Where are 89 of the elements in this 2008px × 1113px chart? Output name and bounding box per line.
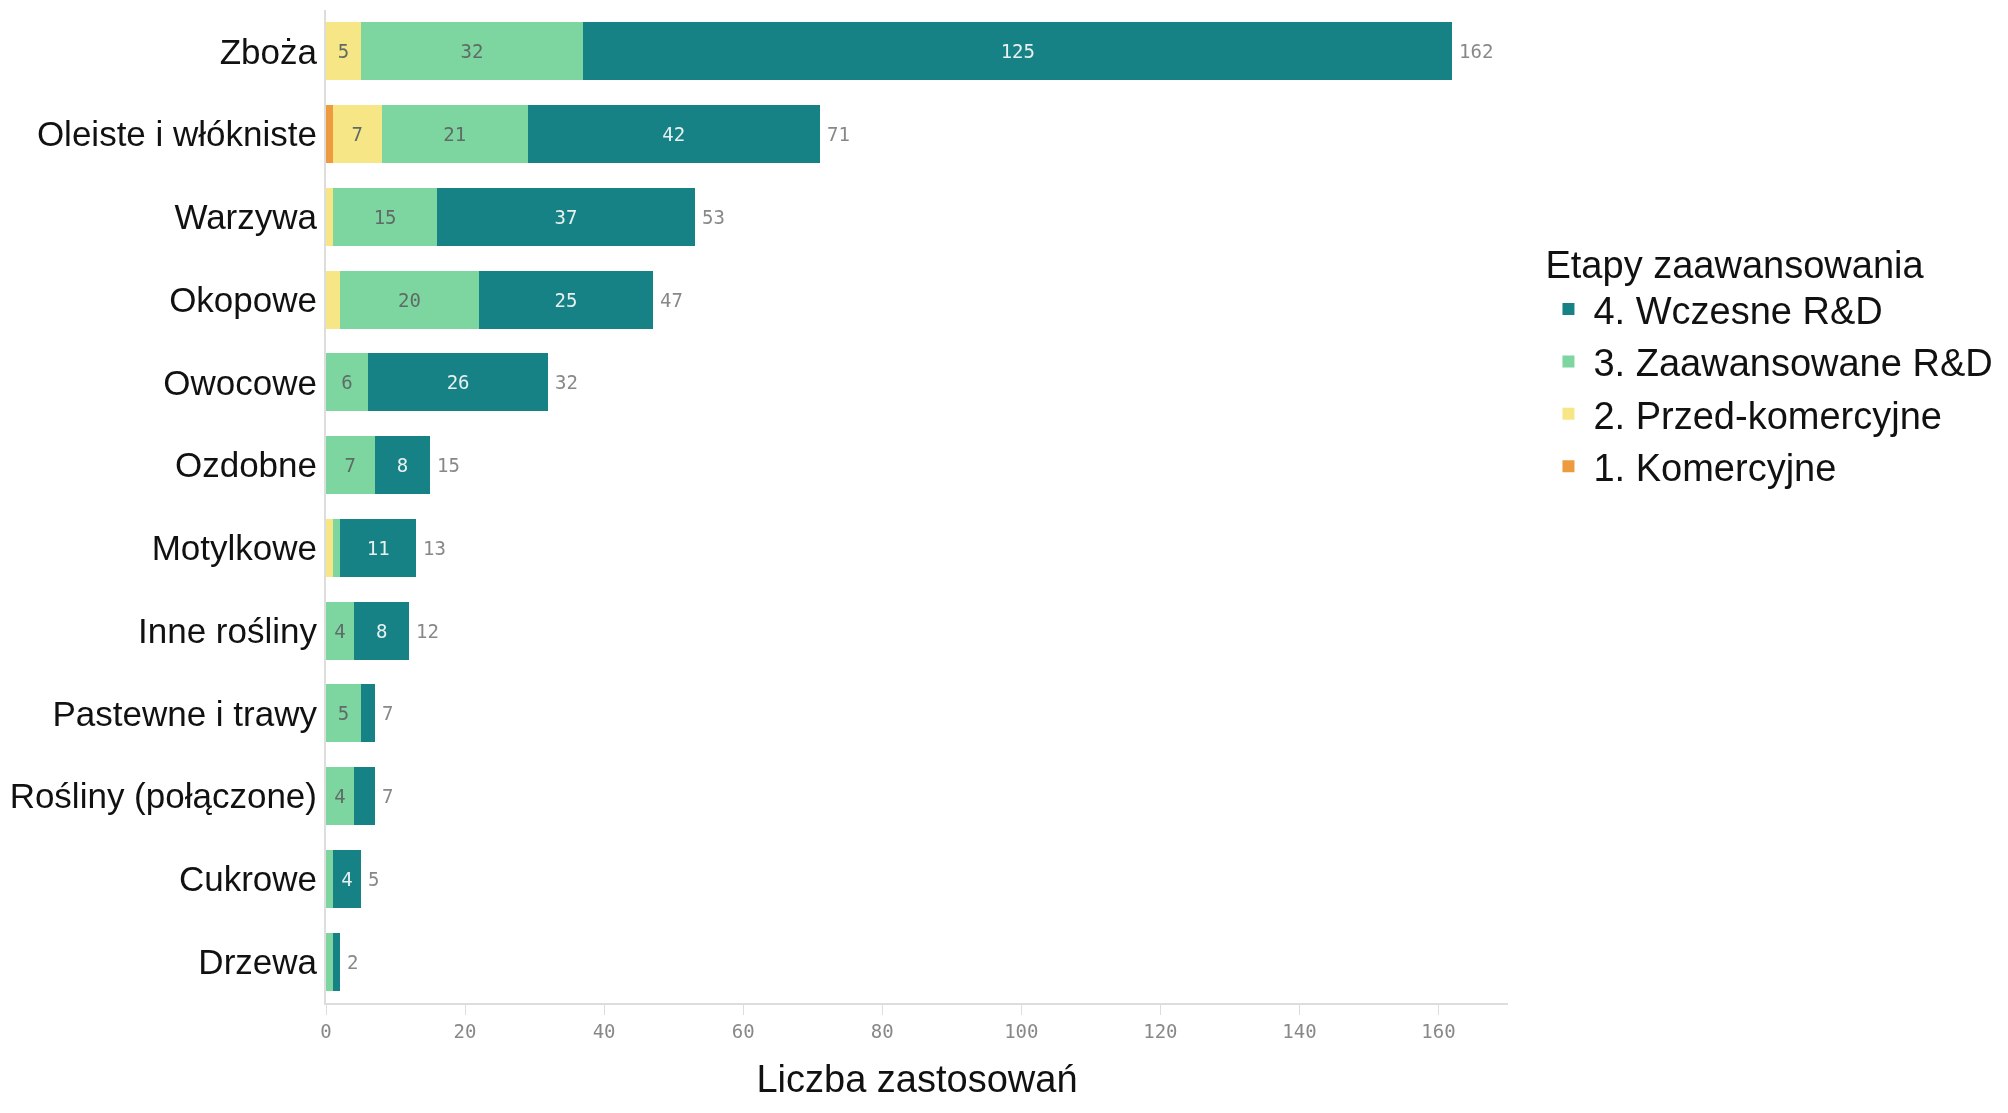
bar xyxy=(326,270,340,329)
data-label: 37 xyxy=(554,205,578,228)
bar xyxy=(326,353,368,412)
bar xyxy=(367,353,549,412)
bar xyxy=(326,849,333,908)
x-tick-label: 20 xyxy=(453,1019,477,1042)
x-tick-label: 0 xyxy=(320,1019,332,1042)
total-label: 47 xyxy=(660,289,683,311)
data-label: 4 xyxy=(334,785,346,808)
bar xyxy=(326,684,361,743)
bar xyxy=(332,849,361,908)
x-tick-label: 100 xyxy=(1004,1019,1039,1042)
bar xyxy=(583,22,1453,81)
y-tick-label: Owocowe xyxy=(163,362,317,402)
bar xyxy=(527,105,820,164)
x-tick-label: 160 xyxy=(1421,1019,1456,1042)
bar xyxy=(353,601,410,660)
bar xyxy=(339,270,479,329)
data-label: 5 xyxy=(337,40,350,63)
y-tick-label: Oleiste i włókniste xyxy=(36,114,317,154)
x-tick-label: 80 xyxy=(870,1019,894,1042)
bar xyxy=(353,767,375,826)
total-label: 32 xyxy=(555,371,578,393)
data-label: 7 xyxy=(351,123,364,146)
x-tick-label: 120 xyxy=(1143,1019,1178,1042)
legend-title: Etapy zaawansowania xyxy=(1545,243,1925,286)
bar xyxy=(360,684,375,743)
data-label: 125 xyxy=(1000,40,1035,63)
data-label: 4 xyxy=(341,867,353,890)
data-label: 25 xyxy=(554,288,578,311)
bar xyxy=(326,187,333,246)
y-tick-label: Ozdobne xyxy=(174,445,317,485)
data-label: 4 xyxy=(334,619,346,642)
y-tick-label: Drzewa xyxy=(198,941,318,981)
bar xyxy=(326,105,333,164)
data-label: 5 xyxy=(337,702,350,725)
total-label: 7 xyxy=(382,702,394,724)
bar xyxy=(332,187,438,246)
bar xyxy=(332,105,382,164)
bar xyxy=(326,22,361,81)
bar xyxy=(326,518,333,577)
legend-label: 1. Komercyjne xyxy=(1593,447,1837,490)
y-tick-label: Motylkowe xyxy=(151,528,317,568)
total-label: 5 xyxy=(368,868,380,890)
data-label: 21 xyxy=(443,123,467,146)
bar xyxy=(360,22,584,81)
data-label: 42 xyxy=(662,123,686,146)
data-label: 7 xyxy=(344,454,357,477)
legend-label: 4. Wczesne R&D xyxy=(1593,289,1883,332)
y-tick-label: Zboża xyxy=(219,31,318,71)
bar xyxy=(326,601,354,660)
bar xyxy=(437,187,695,246)
data-label: 15 xyxy=(373,205,397,228)
y-tick-label: Warzywa xyxy=(174,197,318,237)
legend-label: 3. Zaawansowane R&D xyxy=(1593,342,1993,385)
x-tick-label: 40 xyxy=(592,1019,616,1042)
total-label: 71 xyxy=(827,123,850,145)
y-tick-label: Pastewne i trawy xyxy=(52,693,318,733)
data-label: 8 xyxy=(375,619,388,642)
data-label: 20 xyxy=(397,288,421,311)
bar xyxy=(326,932,333,991)
bar xyxy=(374,436,431,495)
data-label: 8 xyxy=(396,454,409,477)
bar xyxy=(332,932,340,991)
bar xyxy=(381,105,528,164)
x-tick-label: 60 xyxy=(731,1019,755,1042)
y-tick-label: Rośliny (połączone) xyxy=(9,776,317,816)
y-tick-label: Inne rośliny xyxy=(138,610,318,650)
bar xyxy=(478,270,653,329)
data-label: 32 xyxy=(460,40,484,63)
total-label: 12 xyxy=(416,620,439,642)
y-tick-label: Cukrowe xyxy=(178,859,317,899)
data-label: 26 xyxy=(446,371,470,394)
total-label: 162 xyxy=(1459,40,1494,62)
total-label: 13 xyxy=(423,537,446,559)
bar xyxy=(326,436,375,495)
bar xyxy=(326,767,354,826)
data-label: 11 xyxy=(366,536,390,559)
legend-label: 2. Przed-komercyjne xyxy=(1593,394,1942,437)
total-label: 2 xyxy=(347,951,359,973)
y-tick-label: Okopowe xyxy=(169,279,317,319)
total-label: 53 xyxy=(702,206,725,228)
x-axis-title: Liczba zastosowań xyxy=(756,1058,1078,1101)
bar xyxy=(332,518,340,577)
x-tick-label: 140 xyxy=(1282,1019,1317,1042)
bar xyxy=(339,518,417,577)
data-label: 6 xyxy=(341,371,353,394)
total-label: 15 xyxy=(437,454,460,476)
total-label: 7 xyxy=(382,785,394,807)
